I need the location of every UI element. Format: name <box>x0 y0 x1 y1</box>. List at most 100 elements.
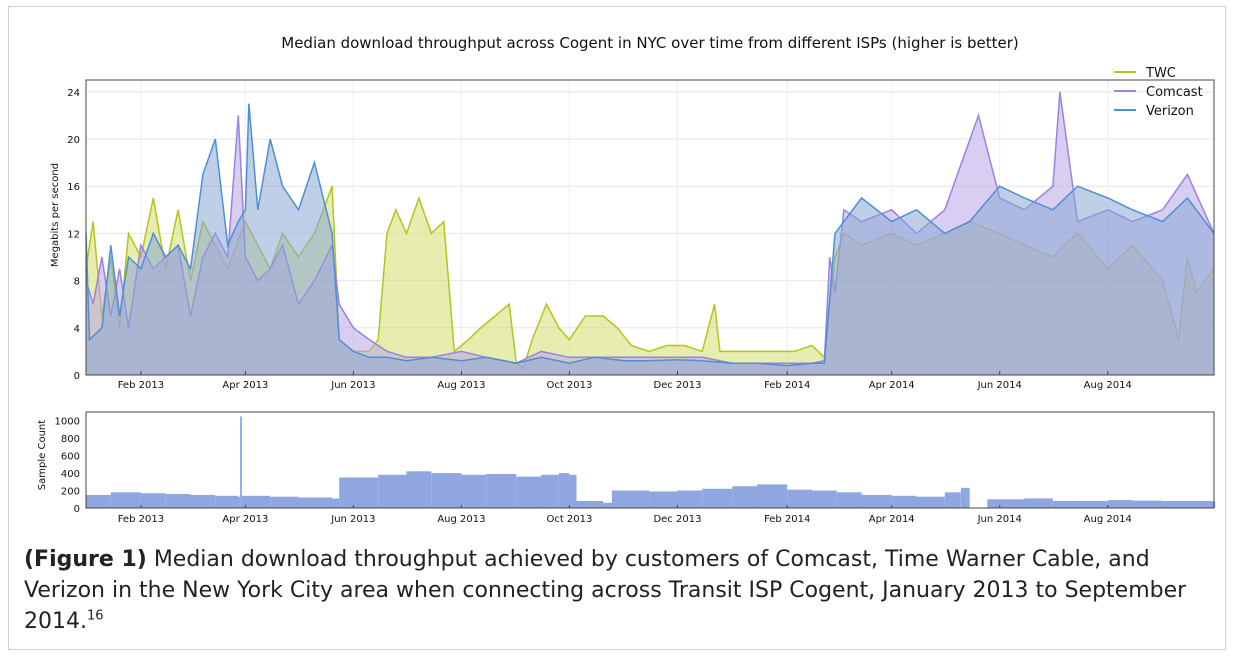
axes: 0 200 400 600 800 1000 Feb 2013 Apr 2013 Jun 201… <box>55 411 1215 525</box>
sample-bar <box>332 498 340 508</box>
axes: 0 4 8 12 16 20 24 Feb 2013 Apr 2013 Jun 2013 Aug 2… <box>67 79 1215 391</box>
sample-bar <box>569 474 577 508</box>
sample-bar <box>732 486 758 508</box>
y-tick-label: 0 <box>74 371 80 382</box>
sample-bar <box>541 474 559 508</box>
sample-bar <box>1107 500 1133 508</box>
y-tick-label: 600 <box>61 452 80 463</box>
sample-bar <box>110 492 141 508</box>
sample-bar <box>812 490 837 508</box>
sample-bars <box>86 416 1216 508</box>
legend-label: TWC <box>1145 66 1176 81</box>
plot-frame <box>85 79 1215 376</box>
x-tick-label: Feb 2013 <box>118 380 164 391</box>
caption-text: Median download throughput achieved by c… <box>24 547 1187 634</box>
sample-bar <box>190 494 216 508</box>
series-areas <box>85 91 1215 376</box>
sample-bar <box>516 476 542 508</box>
x-tick-label: Oct 2013 <box>546 514 592 525</box>
sample-bar <box>240 416 242 508</box>
sample-bar <box>298 497 333 508</box>
x-tick-label: Apr 2013 <box>222 514 268 525</box>
plot-frame <box>85 411 1215 509</box>
sample-bar <box>1077 501 1108 508</box>
sample-bar <box>461 474 487 508</box>
sample-bar <box>576 501 604 508</box>
legend-label: Verizon <box>1146 104 1194 119</box>
y-tick-label: 1000 <box>55 417 80 428</box>
area-verizon <box>86 103 1214 375</box>
sample-bar <box>215 495 239 508</box>
y-tick-label: 400 <box>61 469 80 480</box>
x-tick-label: Jun 2014 <box>977 380 1022 391</box>
sample-bar <box>987 499 1025 508</box>
y-tick-label: 20 <box>67 135 80 146</box>
sample-bar <box>140 493 166 508</box>
x-tick-label: Aug 2014 <box>1084 514 1132 525</box>
sample-bar <box>861 494 892 508</box>
sample-bar <box>916 496 945 508</box>
y-tick-label: 12 <box>67 229 80 240</box>
y-tick-label: 8 <box>74 277 80 288</box>
x-tick-label: Jun 2013 <box>330 380 375 391</box>
y-axis-label-samples: Sample Count <box>37 420 48 490</box>
y-tick-label: 16 <box>67 182 80 193</box>
legend: TWC Comcast Verizon <box>1114 66 1203 119</box>
sample-bar <box>431 473 462 508</box>
sample-bar <box>406 471 432 508</box>
sample-bar <box>836 492 862 508</box>
sample-bar <box>86 494 111 508</box>
caption-label: (Figure 1) <box>24 547 147 572</box>
x-tick-label: Apr 2013 <box>222 380 268 391</box>
chart-title: Median download throughput across Cogent… <box>281 34 1018 52</box>
sample-bar <box>1052 501 1078 508</box>
sample-bar <box>486 474 517 508</box>
sample-bar <box>611 490 650 508</box>
sample-bar <box>677 490 703 508</box>
sample-bar <box>270 496 299 508</box>
sample-bar <box>241 495 271 508</box>
x-tick-label: Feb 2014 <box>764 514 810 525</box>
x-tick-label: Apr 2014 <box>869 380 915 391</box>
sample-bar <box>1214 501 1216 508</box>
sample-bar <box>339 477 379 508</box>
x-tick-label: Jun 2013 <box>330 514 375 525</box>
sample-bar <box>1162 501 1214 508</box>
sample-bar <box>960 487 970 508</box>
x-tick-label: Jun 2014 <box>977 514 1022 525</box>
sample-bar <box>603 502 612 508</box>
sample-bar <box>1024 498 1053 508</box>
sample-bar <box>165 494 191 508</box>
throughput-chart: Median download throughput across Cogent… <box>50 34 1215 391</box>
x-tick-label: Apr 2014 <box>869 514 915 525</box>
sample-bar <box>757 484 788 508</box>
sample-bar <box>787 489 812 508</box>
y-tick-label: 200 <box>61 487 80 498</box>
x-tick-label: Dec 2013 <box>653 514 701 525</box>
y-tick-label: 0 <box>74 504 80 515</box>
x-tick-label: Aug 2014 <box>1084 380 1132 391</box>
legend-label: Comcast <box>1146 85 1203 100</box>
sample-count-chart: Sample Count 0 200 400 600 800 1000 Feb 2013 Ap… <box>37 411 1216 525</box>
x-tick-label: Aug 2013 <box>437 380 485 391</box>
x-tick-label: Dec 2013 <box>653 380 701 391</box>
footnote-marker: 16 <box>86 608 104 624</box>
sample-bar <box>378 474 407 508</box>
x-tick-label: Feb 2014 <box>764 380 810 391</box>
sample-bar <box>891 495 917 508</box>
x-tick-label: Oct 2013 <box>546 380 592 391</box>
sample-bar <box>1132 500 1163 508</box>
x-tick-label: Feb 2013 <box>118 514 164 525</box>
series-line-verizon <box>85 103 1215 367</box>
y-tick-label: 800 <box>61 434 80 445</box>
x-tick-label: Aug 2013 <box>437 514 485 525</box>
y-axis-label: Megabits per second <box>50 163 61 267</box>
sample-bar <box>238 496 241 508</box>
y-tick-label: 24 <box>67 88 80 99</box>
sample-bar <box>649 491 678 508</box>
sample-bar <box>944 492 961 508</box>
y-tick-label: 4 <box>74 324 80 335</box>
sample-bar <box>558 473 570 508</box>
chart-canvas: Median download throughput across Cogent… <box>37 34 1216 525</box>
sample-bar <box>702 488 733 508</box>
